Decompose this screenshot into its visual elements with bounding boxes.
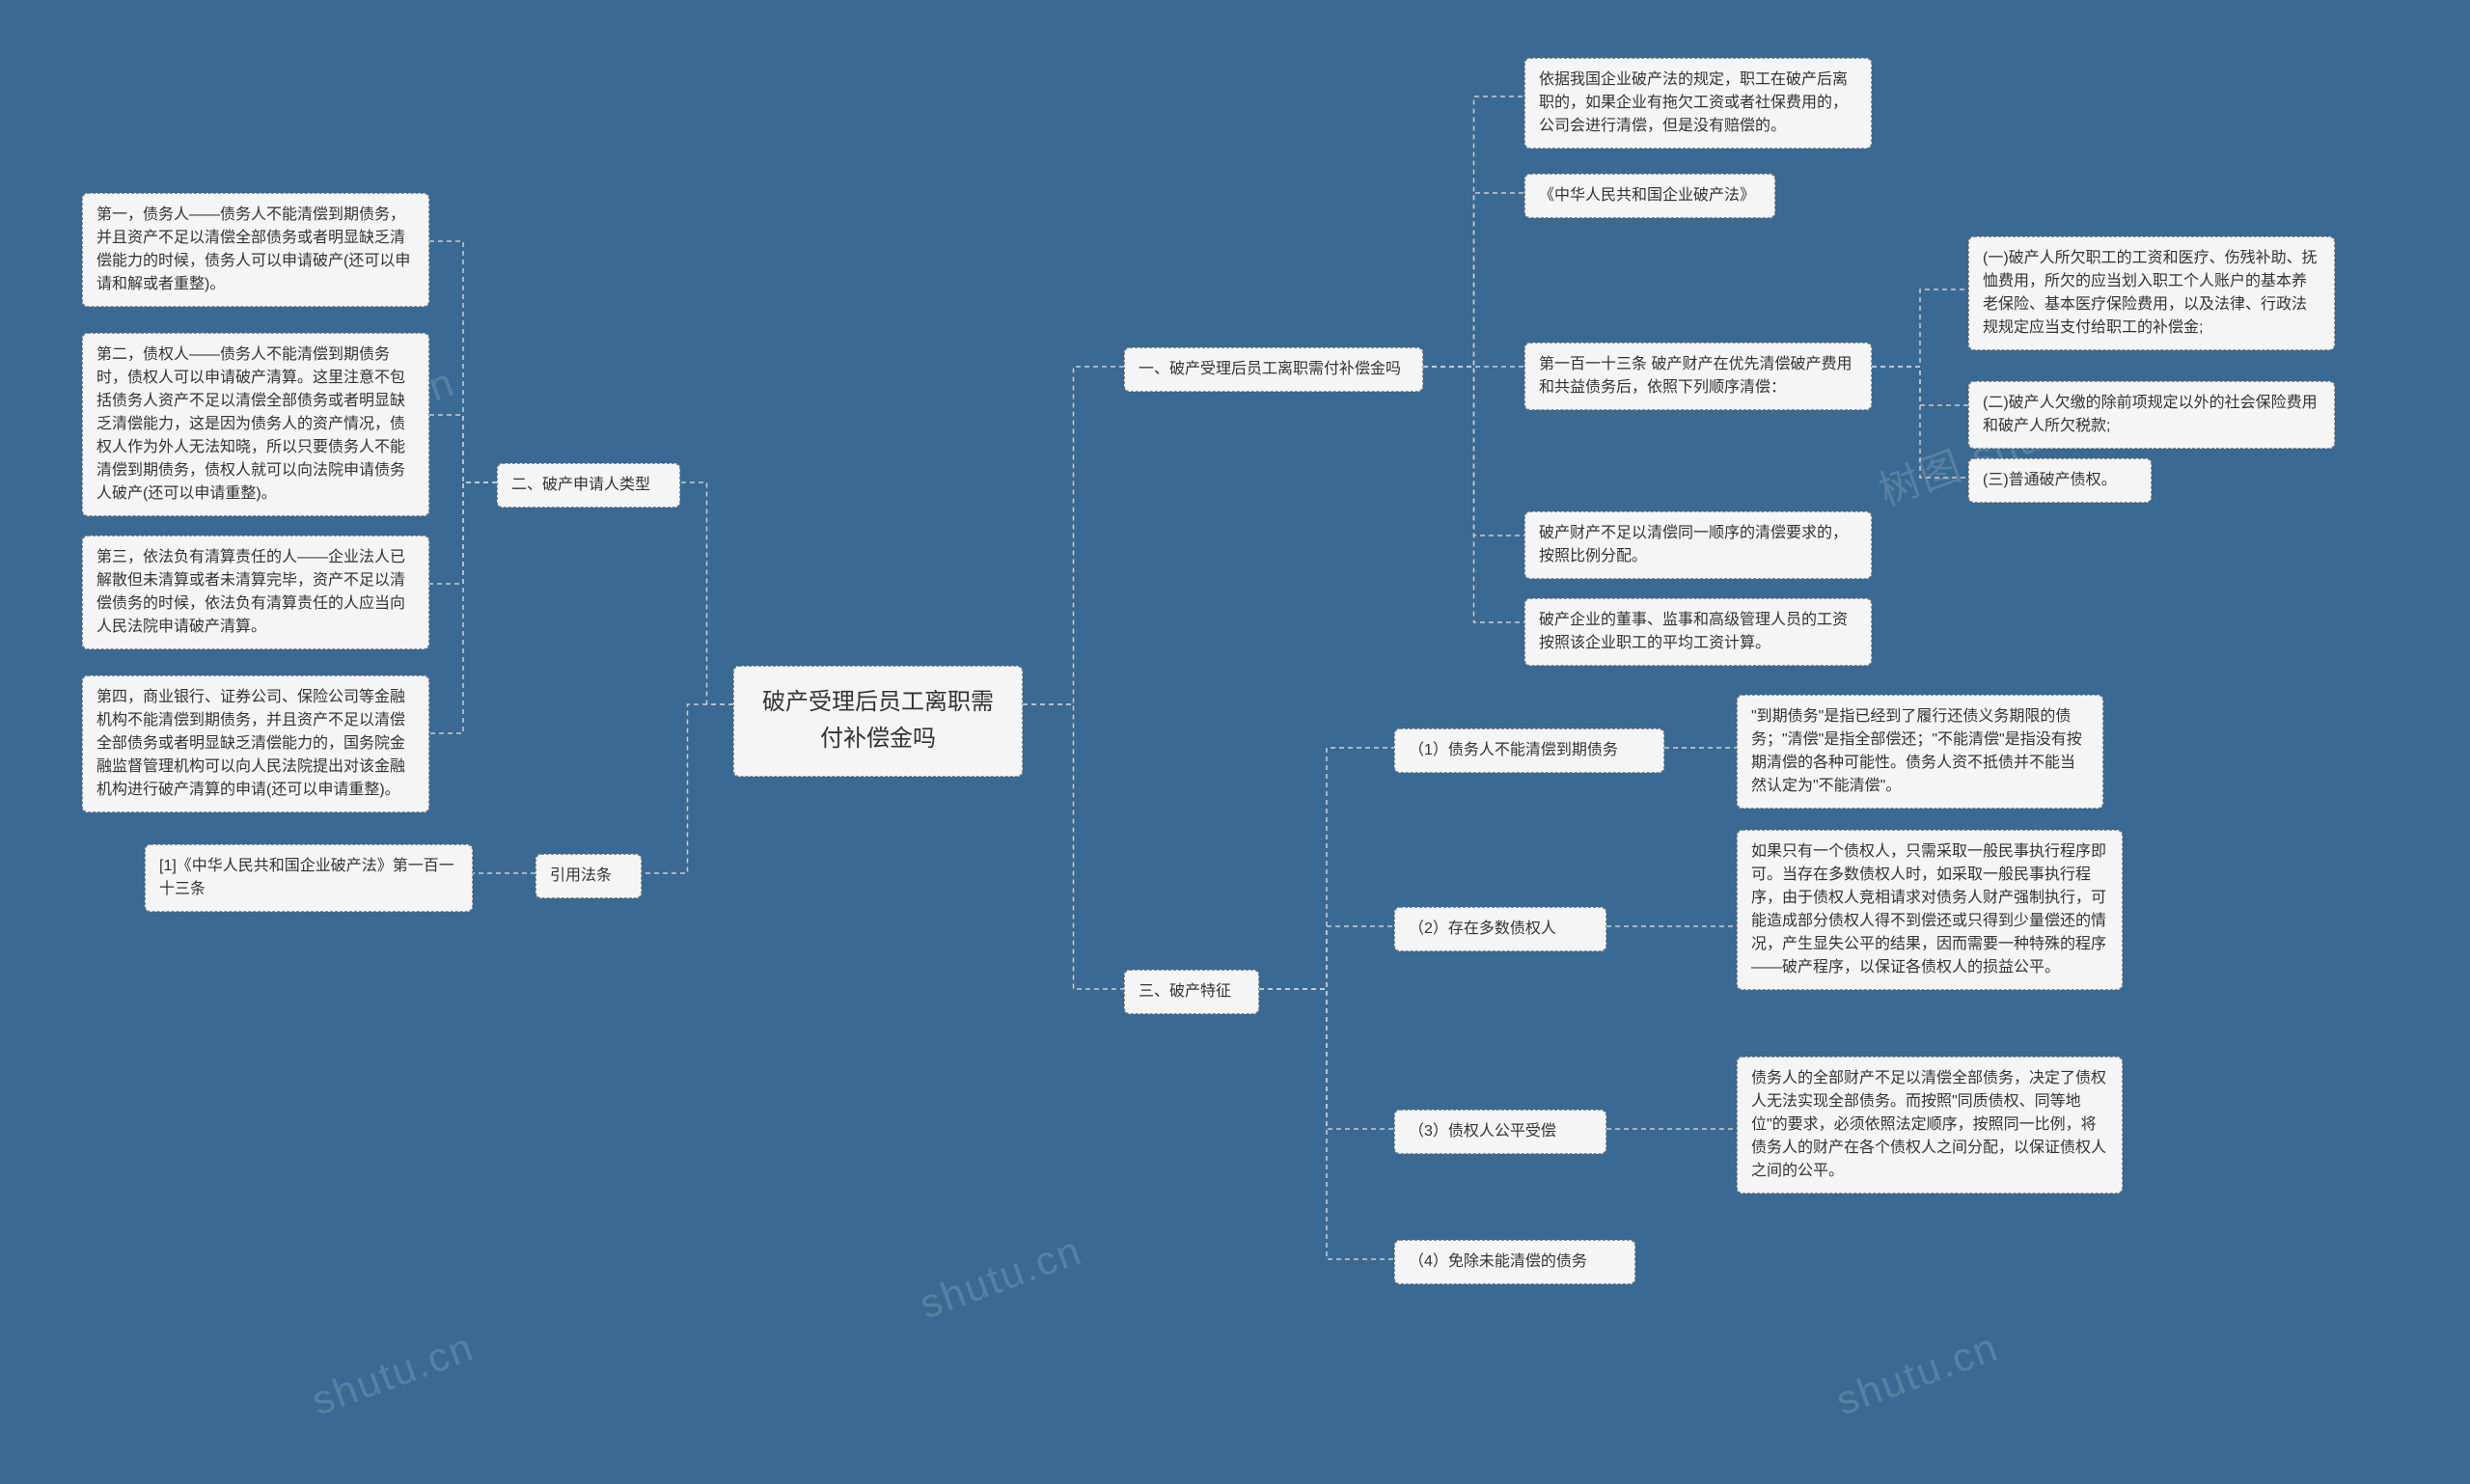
mindmap-node: 债务人的全部财产不足以清偿全部债务，决定了债权人无法实现全部债务。而按照"同质债…: [1737, 1057, 2123, 1194]
mindmap-node: 破产财产不足以清偿同一顺序的清偿要求的，按照比例分配。: [1524, 511, 1872, 579]
mindmap-node: (二)破产人欠缴的除前项规定以外的社会保险费用和破产人所欠税款;: [1968, 381, 2335, 449]
mindmap-node: 第三，依法负有清算责任的人——企业法人已解散但未清算或者未清算完毕，资产不足以清…: [82, 536, 429, 649]
mindmap-node: 二、破产申请人类型: [497, 463, 680, 508]
mindmap-node: 三、破产特征: [1124, 970, 1259, 1014]
mindmap-node: "到期债务"是指已经到了履行还债义务期限的债务；"清偿"是指全部偿还；"不能清偿…: [1737, 695, 2103, 809]
mindmap-node: 如果只有一个债权人，只需采取一般民事执行程序即可。当存在多数债权人时，如采取一般…: [1737, 830, 2123, 990]
mindmap-node: 依据我国企业破产法的规定，职工在破产后离职的，如果企业有拖欠工资或者社保费用的，…: [1524, 58, 1872, 149]
mindmap-node: 破产企业的董事、监事和高级管理人员的工资按照该企业职工的平均工资计算。: [1524, 598, 1872, 666]
mindmap-node: （2）存在多数债权人: [1394, 907, 1606, 951]
mindmap-node: [1]《中华人民共和国企业破产法》第一百一十三条: [145, 844, 473, 912]
mindmap-node: (三)普通破产债权。: [1968, 458, 2152, 503]
mindmap-node: （3）债权人公平受偿: [1394, 1110, 1606, 1154]
watermark: shutu.cn: [914, 1227, 1088, 1329]
mindmap-node: 引用法条: [535, 854, 642, 898]
mindmap-node: 第二，债权人——债务人不能清偿到期债务时，债权人可以申请破产清算。这里注意不包括…: [82, 333, 429, 516]
mindmap-node: （4）免除未能清偿的债务: [1394, 1240, 1635, 1284]
watermark: shutu.cn: [1830, 1324, 2005, 1425]
mindmap-node: 第一，债务人——债务人不能清偿到期债务，并且资产不足以清偿全部债务或者明显缺乏清…: [82, 193, 429, 307]
mindmap-node: 第四，商业银行、证券公司、保险公司等金融机构不能清偿到期债务，并且资产不足以清偿…: [82, 675, 429, 812]
watermark: shutu.cn: [306, 1324, 480, 1425]
center-node: 破产受理后员工离职需付补偿金吗: [733, 666, 1023, 777]
mindmap-node: 一、破产受理后员工离职需付补偿金吗: [1124, 347, 1423, 392]
mindmap-node: 《中华人民共和国企业破产法》: [1524, 174, 1775, 218]
mindmap-node: 第一百一十三条 破产财产在优先清偿破产费用和共益债务后，依照下列顺序清偿：: [1524, 343, 1872, 410]
mindmap-node: （1）债务人不能清偿到期债务: [1394, 728, 1664, 773]
mindmap-node: (一)破产人所欠职工的工资和医疗、伤残补助、抚恤费用，所欠的应当划入职工个人账户…: [1968, 236, 2335, 350]
